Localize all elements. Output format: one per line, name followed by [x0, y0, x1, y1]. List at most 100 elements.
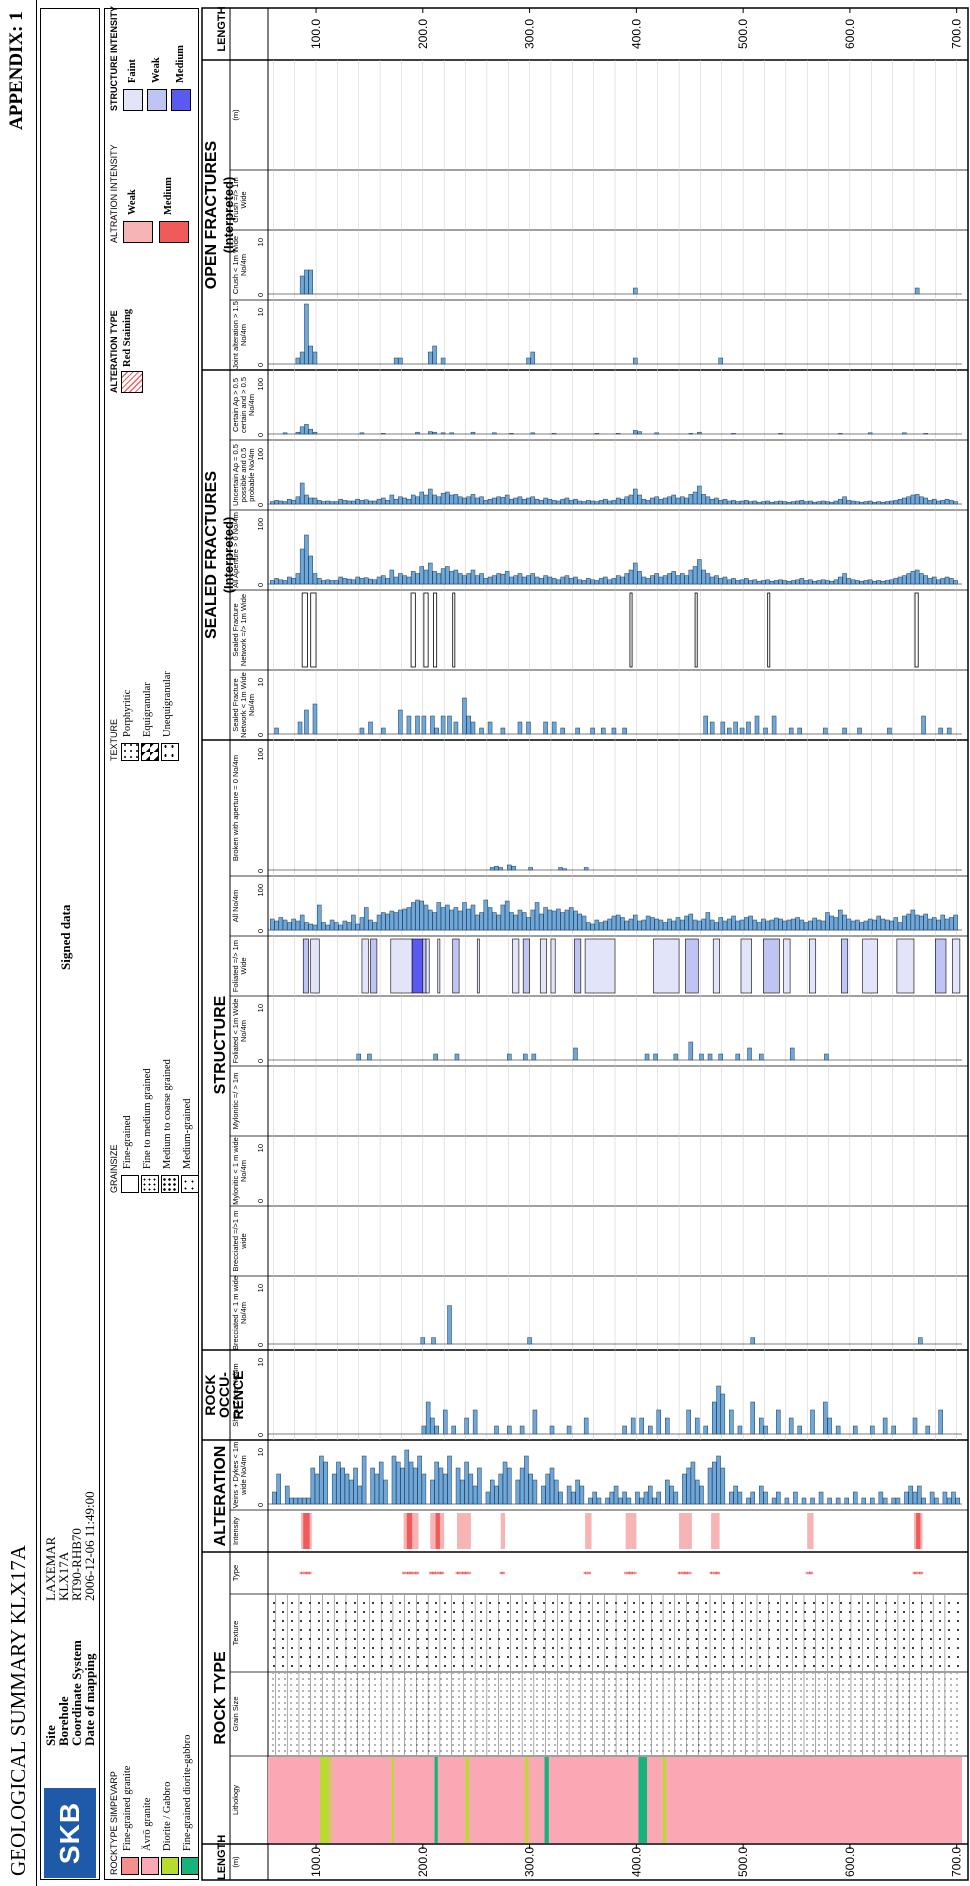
foliated-interval	[574, 938, 582, 994]
bar-7	[842, 573, 847, 585]
bar-7	[688, 569, 694, 585]
bar-4	[316, 904, 322, 931]
grain-size-fill	[268, 1673, 962, 1755]
bar-0	[472, 1485, 478, 1505]
foliated-interval	[302, 938, 309, 994]
red-staining-mark: ×	[414, 1571, 420, 1575]
bar-0	[801, 1497, 807, 1505]
bar-8	[620, 498, 625, 505]
bar-6	[823, 727, 828, 735]
bar-7	[906, 573, 911, 585]
bar-8	[645, 500, 651, 505]
bar-0	[835, 1497, 841, 1505]
bar-4	[684, 915, 689, 931]
alteration-intensity-weak	[585, 1513, 592, 1549]
bar-7	[671, 571, 676, 585]
bar-0	[524, 1455, 529, 1505]
bar-8	[709, 498, 715, 505]
red-staining-mark: ×	[307, 1571, 313, 1575]
bar-8	[931, 498, 937, 505]
lithology-band	[544, 1757, 549, 1843]
bar-0	[566, 1485, 572, 1505]
sealed-network-interval	[410, 592, 416, 668]
bar-4	[359, 917, 365, 931]
bar-0	[571, 1491, 576, 1505]
bar-7	[829, 580, 834, 585]
bar-4	[312, 924, 318, 931]
bar-8	[440, 492, 446, 505]
bar-1	[442, 1409, 448, 1435]
bar-7	[953, 580, 958, 585]
bar-7	[641, 576, 647, 585]
bar-1	[656, 1409, 662, 1435]
bar-7	[620, 576, 625, 585]
bar-4	[453, 907, 459, 931]
bar-7	[761, 580, 766, 585]
foliated-interval	[841, 938, 849, 994]
bar-8	[329, 501, 335, 505]
bar-0	[895, 1497, 901, 1505]
lithology-avro-granite	[268, 1757, 962, 1843]
bar-0	[336, 1461, 341, 1505]
bar-8	[692, 491, 698, 505]
red-staining-mark: ×	[435, 1571, 441, 1575]
red-staining-mark: ×	[431, 1571, 437, 1575]
bar-7	[705, 573, 711, 585]
bar-9	[304, 424, 309, 435]
bar-6	[381, 727, 386, 735]
bar-8	[282, 501, 288, 505]
bar-4	[889, 920, 894, 931]
bar-4	[910, 909, 916, 931]
bar-0	[421, 1473, 427, 1505]
bar-8	[795, 500, 800, 505]
bar-4	[829, 915, 834, 931]
bar-8	[521, 498, 527, 505]
red-staining-mark: ×	[428, 1571, 434, 1575]
bar-7	[893, 578, 899, 585]
alteration-intensity-medium	[435, 1513, 440, 1549]
foliated-interval	[310, 938, 320, 994]
bar-0	[515, 1479, 521, 1505]
red-staining-mark: ×	[463, 1571, 469, 1575]
bar-1	[494, 1425, 499, 1435]
bar-9	[470, 431, 476, 435]
bar-8	[953, 501, 958, 505]
red-staining-mark: ×	[441, 1571, 447, 1575]
bar-0	[383, 1479, 388, 1505]
bar-6	[703, 715, 709, 735]
bar-0	[357, 1485, 363, 1505]
bar-7	[624, 573, 629, 585]
bar-11	[299, 275, 305, 295]
red-staining-mark: ×	[436, 1571, 442, 1575]
bar-0	[771, 1497, 777, 1505]
bar-0	[396, 1461, 401, 1505]
alteration-intensity-medium	[303, 1513, 310, 1549]
bar-8	[312, 497, 318, 505]
bar-0	[776, 1491, 781, 1505]
bar-6	[543, 721, 548, 735]
red-staining-mark: ×	[627, 1571, 633, 1575]
bar-7	[769, 580, 775, 585]
bar-10	[633, 357, 638, 365]
bar-4	[287, 922, 292, 931]
bar-0	[784, 1497, 790, 1505]
bar-9	[688, 433, 694, 435]
bar-10	[393, 357, 399, 365]
red-staining-mark: ×	[914, 1571, 920, 1575]
bar-6	[788, 727, 794, 735]
bar-8	[449, 494, 454, 505]
bar-7	[419, 566, 424, 585]
bar-1	[532, 1409, 538, 1435]
red-staining-mark: ×	[433, 1571, 439, 1575]
bar-9	[615, 433, 621, 435]
foliated-interval	[685, 938, 699, 994]
bar-4	[893, 917, 899, 931]
bar-4	[714, 922, 719, 931]
bar-7	[287, 576, 292, 585]
foliated-interval	[740, 938, 752, 994]
bar-8	[816, 501, 822, 505]
red-staining-mark: ×	[457, 1571, 463, 1575]
bar-7	[483, 578, 489, 585]
bar-8	[342, 500, 348, 505]
bar-7	[885, 580, 890, 585]
